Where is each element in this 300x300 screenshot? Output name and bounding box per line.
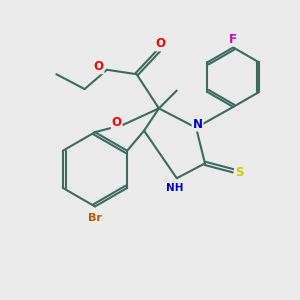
- Text: F: F: [229, 33, 237, 46]
- Text: N: N: [193, 118, 202, 130]
- Text: O: O: [94, 60, 103, 73]
- Text: Br: Br: [88, 213, 102, 223]
- Text: S: S: [235, 166, 243, 179]
- Text: O: O: [112, 116, 122, 129]
- Text: O: O: [155, 38, 165, 50]
- Text: NH: NH: [166, 183, 183, 193]
